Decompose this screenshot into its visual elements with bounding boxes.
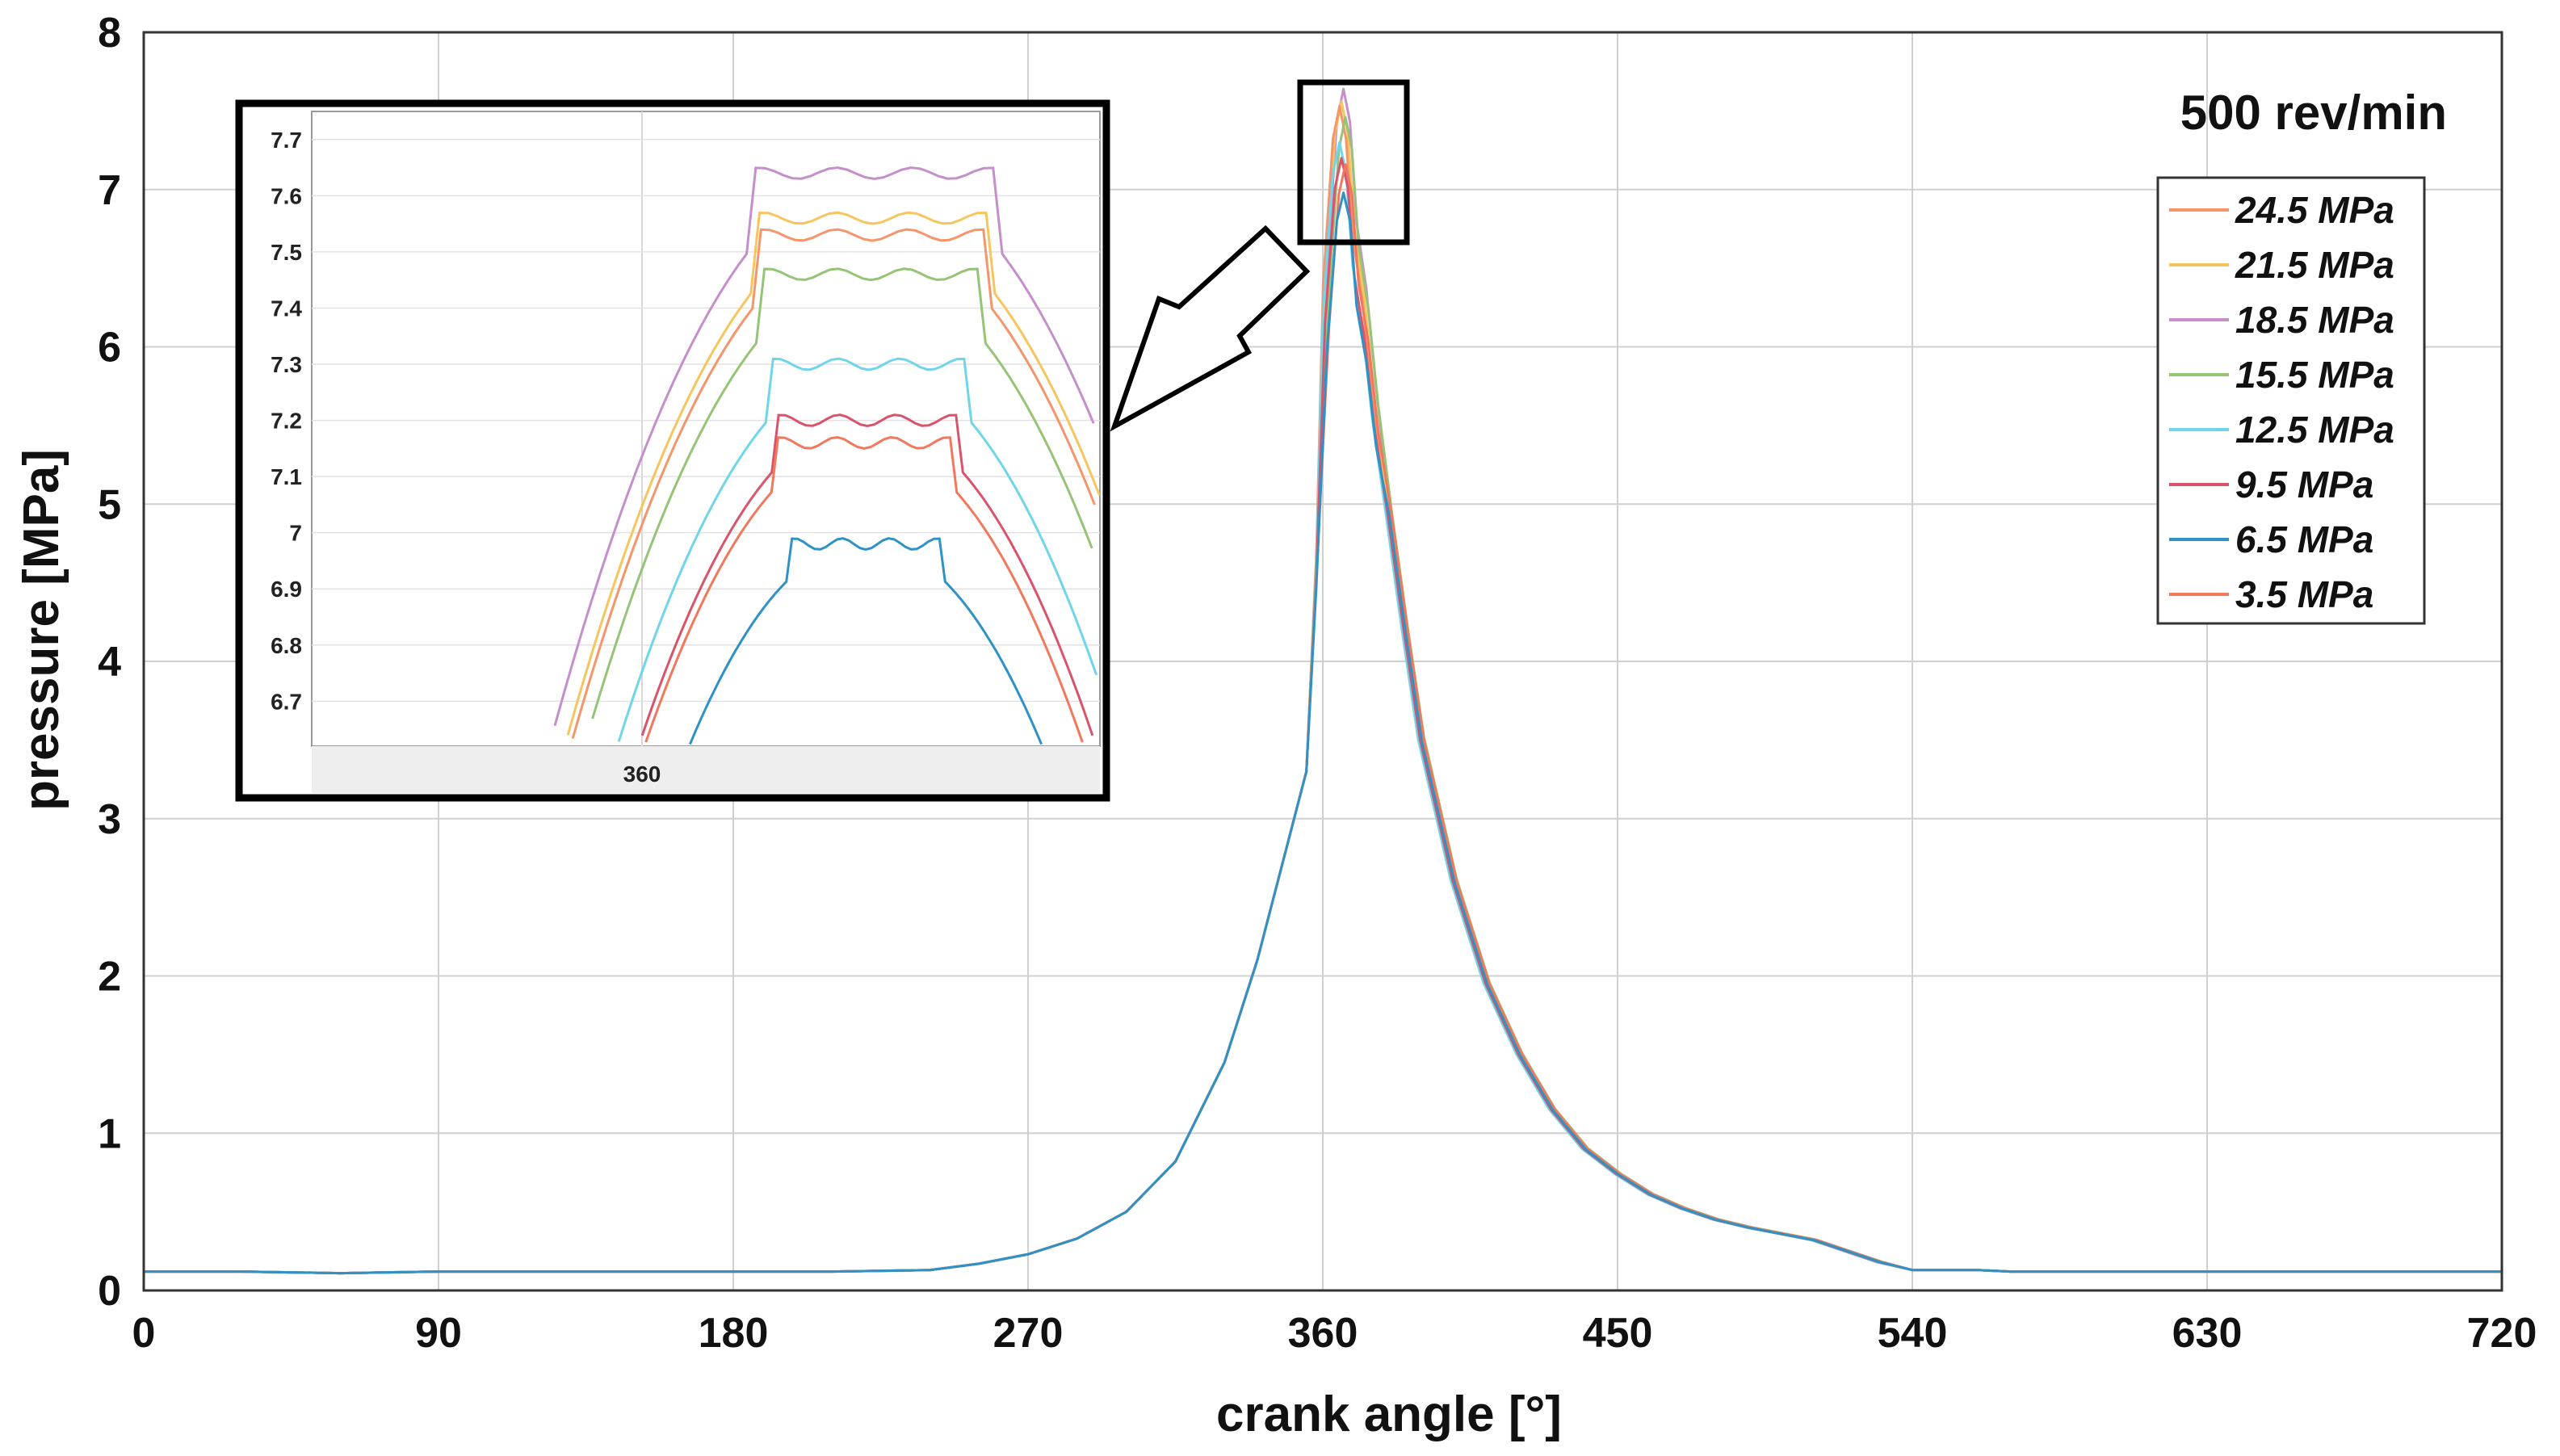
- speed-annotation: 500 rev/min: [2180, 86, 2447, 140]
- x-tick-label: 90: [415, 1310, 462, 1357]
- inset-x-tick-label: 360: [623, 762, 661, 787]
- y-tick-label: 4: [98, 639, 121, 686]
- inset-series-line: [553, 166, 1095, 727]
- x-tick-label: 540: [1878, 1310, 1948, 1357]
- legend-label: 24.5 MPa: [2235, 189, 2394, 231]
- inset-series-line: [689, 537, 1043, 745]
- zoom-arrow: [1110, 224, 1311, 432]
- inset-y-tick-label: 7.6: [271, 183, 302, 208]
- inset-y-tick-label: 7.4: [271, 296, 302, 321]
- x-tick-label: 270: [993, 1310, 1064, 1357]
- inset-y-tick-label: 7.3: [271, 352, 302, 377]
- inset-y-tick-label: 7: [289, 521, 302, 546]
- inset-y-tick-label: 6.7: [271, 689, 302, 714]
- inset-series-line: [566, 211, 1101, 736]
- x-tick-label: 720: [2467, 1310, 2537, 1357]
- inset-y-tick-label: 7.5: [271, 240, 302, 265]
- inset-series-line: [591, 267, 1093, 720]
- x-tick-label: 630: [2172, 1310, 2243, 1357]
- inset-axis-strip: [312, 746, 1100, 793]
- legend-label: 6.5 MPa: [2235, 518, 2373, 560]
- inset-plot-area: [311, 111, 1101, 747]
- legend-label: 9.5 MPa: [2235, 464, 2373, 506]
- y-axis-label: pressure [MPa]: [14, 449, 69, 811]
- y-tick-label: 7: [98, 167, 121, 214]
- inset-y-tick-label: 7.2: [271, 409, 302, 434]
- inset-zoom: 6.7 6.8 6.9 7 7.1 7.2 7.3 7.4 7.5 7.6 7.7 360: [235, 99, 1110, 802]
- y-tick-label: 8: [98, 10, 121, 57]
- y-tick-label: 3: [98, 796, 121, 843]
- x-tick-label: 180: [699, 1310, 769, 1357]
- legend-label: 12.5 MPa: [2235, 409, 2394, 451]
- pressure-curves: [144, 87, 2502, 1275]
- legend: 24.5 MPa 21.5 MPa 18.5 MPa 15.5 MPa 12.5 MPa…: [2156, 176, 2426, 625]
- inset-series-line: [571, 228, 1096, 739]
- inset-y-tick-label: 6.8: [271, 633, 302, 658]
- plot-frame: [142, 31, 2503, 1292]
- inset-y-tick-label: 7.7: [271, 128, 302, 153]
- y-tick-label: 0: [98, 1268, 121, 1315]
- x-tick-label: 0: [132, 1310, 156, 1357]
- legend-label: 15.5 MPa: [2235, 354, 2394, 396]
- y-tick-label: 1: [98, 1110, 121, 1157]
- y-tick-label: 2: [98, 954, 121, 1001]
- inset-curves: [553, 166, 1101, 745]
- legend-box: [2156, 176, 2426, 625]
- inset-series-line: [640, 413, 1094, 736]
- inset-series-line: [617, 357, 1098, 742]
- inset-y-tick-label: 7.1: [271, 464, 302, 489]
- series-line: [144, 191, 2502, 1275]
- y-tick-label: 5: [98, 481, 121, 528]
- zoom-region-box: [1297, 79, 1410, 245]
- x-tick-label: 360: [1288, 1310, 1358, 1357]
- inset-series-line: [644, 435, 1084, 743]
- y-tick-label: 6: [98, 325, 121, 371]
- x-tick-label: 450: [1583, 1310, 1653, 1357]
- inset-y-tick-label: 6.9: [271, 577, 302, 602]
- legend-label: 18.5 MPa: [2235, 299, 2394, 341]
- legend-label: 3.5 MPa: [2235, 573, 2373, 615]
- x-axis-label: crank angle [°]: [1216, 1387, 1562, 1442]
- legend-label: 21.5 MPa: [2235, 244, 2394, 286]
- x-tick-labels: 0 90 180 270 360 450 540 630 720: [132, 1310, 2537, 1357]
- y-tick-labels: 0 1 2 3 4 5 6 7 8: [98, 10, 121, 1315]
